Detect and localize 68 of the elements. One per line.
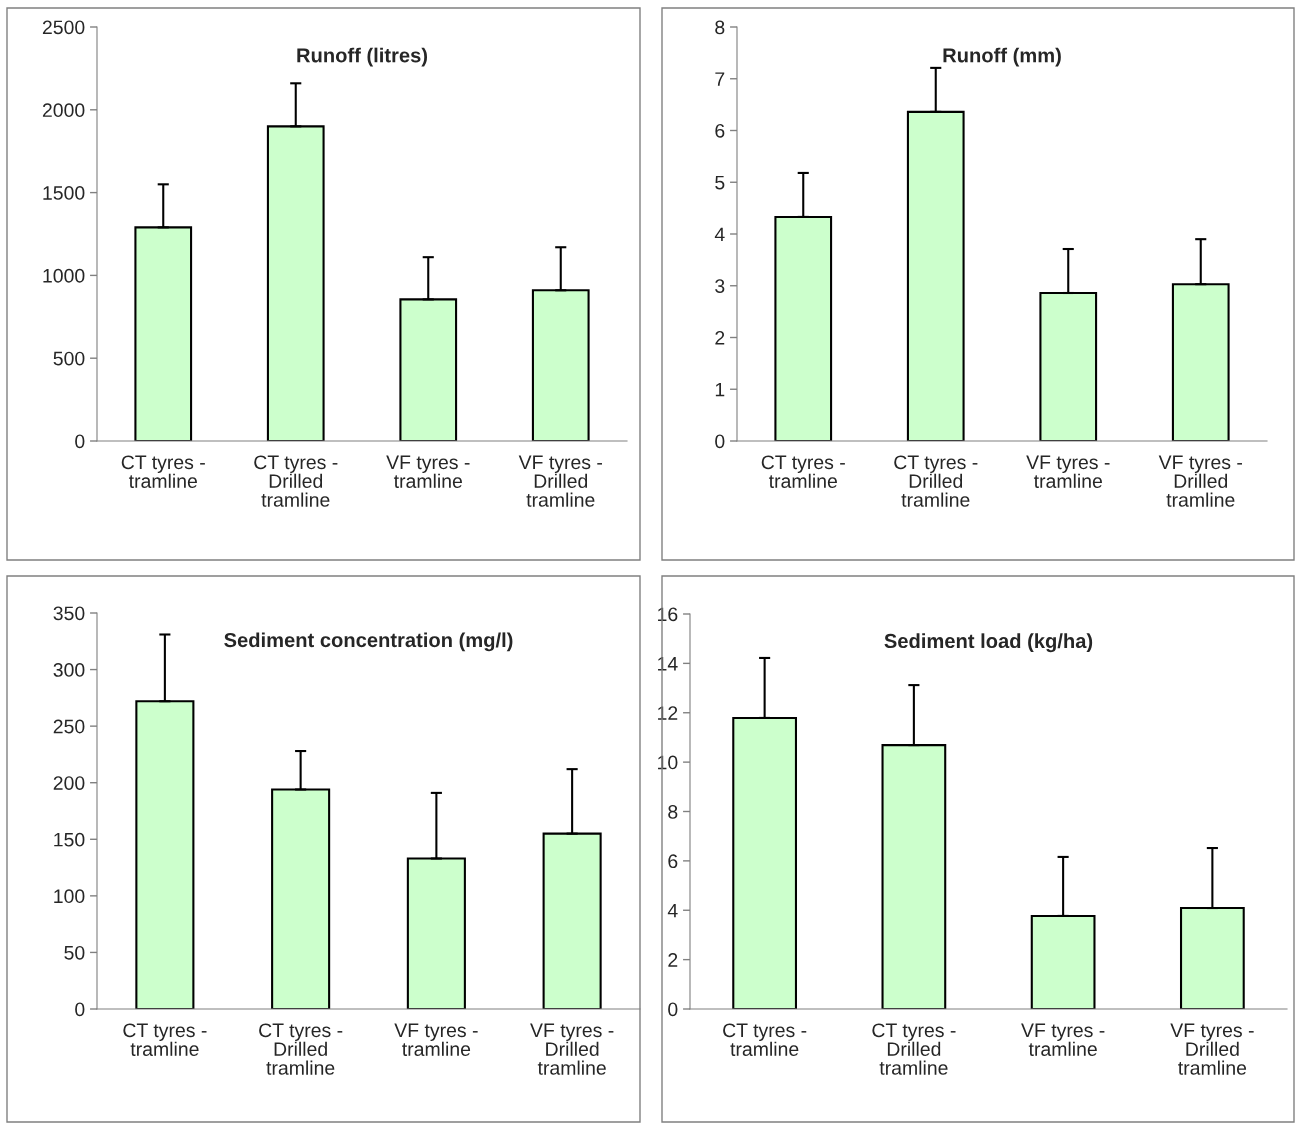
x-tick-label: CT tyres - Drilled tramline <box>872 1023 956 1075</box>
text: Runoff (litres) <box>297 47 428 67</box>
x-tick-label: VF tyres - Drilled tramline <box>518 455 603 507</box>
y-tick-label: 7 <box>715 72 725 86</box>
y-tick-label: 6 <box>715 123 725 138</box>
x-tick-label: CT tyres - Drilled tramline <box>894 455 978 507</box>
y-tick-label: 8 <box>668 804 678 819</box>
y-tick-label: 3 <box>715 279 725 293</box>
x-tick-label: VF tyres - tramline <box>394 1023 478 1056</box>
bar <box>1171 283 1230 441</box>
bar <box>906 110 965 441</box>
x-tick-label: CT tyres - tramline <box>761 455 845 488</box>
bar <box>134 226 193 441</box>
x-tick-label: VF tyres - tramline <box>1021 1023 1105 1056</box>
y-tick-label: 16 <box>658 607 678 622</box>
y-tick-label: 300 <box>53 663 85 677</box>
y-tick-label: 1 <box>715 382 725 397</box>
y-tick-label: 4 <box>667 903 678 918</box>
y-tick-label: 12 <box>658 706 678 720</box>
y-tick-label: 2 <box>668 953 678 967</box>
text: Sediment load (kg/ha) <box>884 633 1093 653</box>
bar <box>1030 914 1096 1009</box>
bar <box>399 298 458 441</box>
x-tick-label: VF tyres - Drilled tramline <box>1158 455 1243 507</box>
x-tick-label: VF tyres - tramline <box>386 455 470 488</box>
bar <box>266 125 325 441</box>
bar <box>135 700 195 1009</box>
y-tick-label: 0 <box>668 1002 678 1017</box>
y-tick-label: 350 <box>53 606 85 621</box>
y-tick-label: 1000 <box>43 268 85 283</box>
y-tick-label: 500 <box>53 351 85 366</box>
bar <box>531 289 590 441</box>
y-tick-label: 200 <box>53 776 85 790</box>
bar <box>1179 906 1245 1009</box>
y-tick-label: 4 <box>714 227 725 242</box>
text: Sediment concentration (mg/l) <box>224 632 513 652</box>
x-tick-label: VF tyres - tramline <box>1026 455 1110 488</box>
y-tick-label: 2500 <box>42 20 85 35</box>
y-tick-label: 0 <box>715 434 725 449</box>
y-tick-label: 50 <box>64 945 85 960</box>
text: Runoff (mm) <box>943 47 1061 67</box>
x-tick-label: CT tyres - tramline <box>723 1023 807 1056</box>
y-tick-label: 100 <box>54 889 85 904</box>
bar <box>271 788 331 1009</box>
x-tick-label: VF tyres - Drilled tramline <box>530 1023 614 1075</box>
y-tick-label: 150 <box>54 832 85 847</box>
x-tick-label: VF tyres - Drilled tramline <box>1170 1023 1254 1075</box>
bar <box>881 744 947 1009</box>
y-tick-label: 0 <box>75 434 85 449</box>
y-tick-label: 6 <box>668 854 678 869</box>
bar <box>542 832 602 1009</box>
y-tick-label: 10 <box>658 755 678 770</box>
bar <box>774 215 833 441</box>
y-tick-label: 2 <box>715 330 725 345</box>
y-tick-label: 14 <box>658 657 678 671</box>
y-tick-label: 0 <box>75 1002 85 1017</box>
y-tick-label: 250 <box>53 719 85 734</box>
y-tick-label: 1500 <box>43 186 85 200</box>
y-tick-label: 8 <box>715 20 725 35</box>
bar <box>406 857 466 1009</box>
bar <box>1039 291 1098 441</box>
y-tick-label: 2000 <box>42 103 85 118</box>
x-tick-label: CT tyres - Drilled tramline <box>254 455 338 507</box>
x-tick-label: CT tyres - Drilled tramline <box>259 1023 343 1075</box>
bar <box>732 716 798 1009</box>
x-tick-label: CT tyres - tramline <box>123 1023 207 1056</box>
x-tick-label: CT tyres - tramline <box>121 455 205 488</box>
y-tick-label: 5 <box>715 175 725 190</box>
